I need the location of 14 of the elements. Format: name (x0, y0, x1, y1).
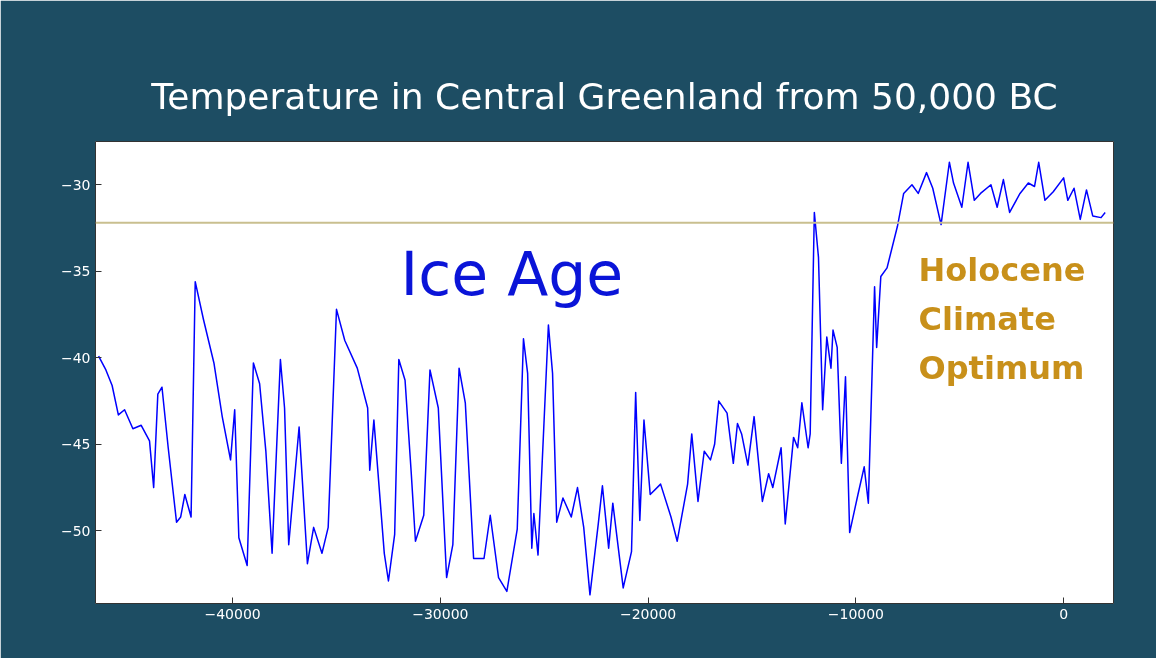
x-tick-label: −20000 (620, 605, 677, 622)
x-tick-label: −30000 (412, 605, 469, 622)
x-tick-label: −40000 (204, 605, 261, 622)
x-tick-label: 0 (1059, 605, 1069, 622)
chart-title: Temperature in Central Greenland from 50,000 BC (150, 75, 1058, 117)
x-tick-label: −10000 (827, 605, 885, 622)
annotation: Ice Age (400, 238, 624, 309)
y-tick-label: −35 (60, 263, 91, 280)
y-tick-label: −45 (60, 436, 91, 453)
line-series (97, 161, 1106, 596)
annotation: Holocene Climate Optimum (918, 250, 1086, 388)
y-tick-label: −50 (60, 522, 91, 539)
y-tick-label: −30 (60, 176, 91, 193)
y-tick-label: −40 (60, 349, 91, 366)
